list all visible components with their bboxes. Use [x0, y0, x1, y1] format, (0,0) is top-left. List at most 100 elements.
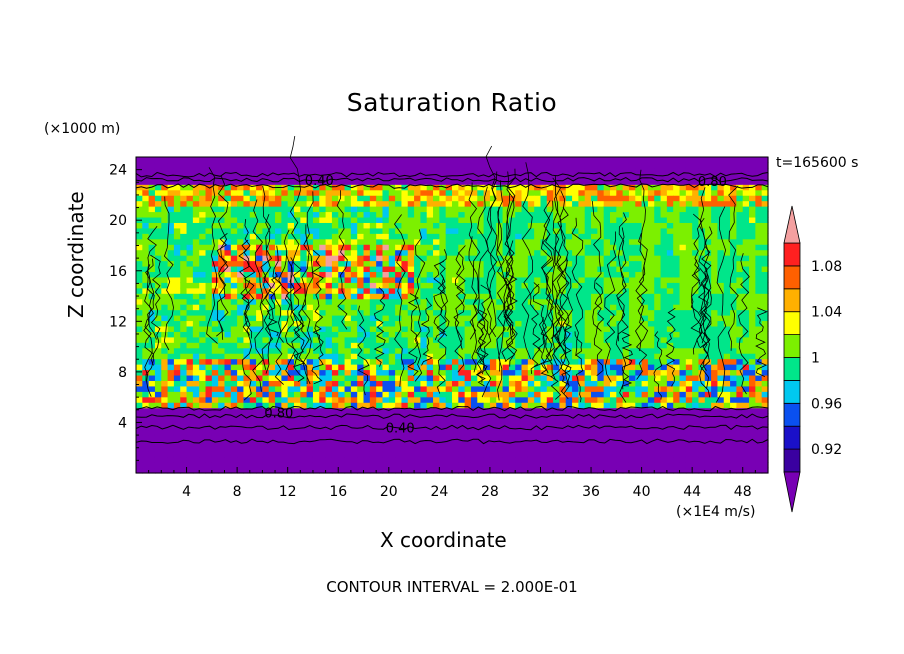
heatmap-cell	[477, 440, 485, 447]
heatmap-cell	[546, 276, 554, 283]
heatmap-cell	[319, 391, 327, 398]
heatmap-cell	[199, 369, 207, 376]
heatmap-cell	[268, 265, 276, 273]
heatmap-cell	[673, 184, 681, 191]
heatmap-cell	[483, 195, 491, 202]
heatmap-cell	[496, 423, 504, 431]
heatmap-cell	[534, 402, 542, 409]
heatmap-cell	[180, 380, 188, 387]
heatmap-cell	[237, 162, 245, 169]
heatmap-cell	[572, 456, 579, 463]
heatmap-cell	[572, 244, 579, 251]
heatmap-cell	[660, 407, 668, 414]
heatmap-cell	[230, 320, 238, 327]
heatmap-cell	[192, 407, 200, 414]
heatmap-cell	[388, 429, 396, 436]
heatmap-cell	[565, 402, 573, 409]
heatmap-cell	[192, 195, 200, 202]
heatmap-cell	[205, 451, 213, 458]
heatmap-cell	[344, 462, 352, 469]
heatmap-cell	[173, 364, 181, 371]
heatmap-cell	[243, 462, 251, 469]
heatmap-cell	[312, 211, 320, 218]
heatmap-cell	[654, 195, 662, 202]
heatmap-cell	[597, 195, 605, 202]
heatmap-cell	[382, 374, 390, 381]
heatmap-cell	[578, 467, 586, 474]
heatmap-cell	[578, 396, 586, 403]
heatmap-cell	[660, 347, 668, 354]
heatmap-cell	[515, 440, 523, 447]
heatmap-cell	[395, 385, 403, 392]
heatmap-cell	[224, 265, 232, 273]
heatmap-cell	[673, 331, 681, 338]
heatmap-cell	[173, 195, 181, 202]
heatmap-cell	[161, 304, 169, 311]
heatmap-cell	[287, 347, 295, 354]
heatmap-cell	[376, 445, 384, 452]
heatmap-cell	[224, 358, 232, 365]
heatmap-cell	[199, 282, 207, 289]
heatmap-cell	[546, 265, 554, 273]
heatmap-cell	[591, 342, 598, 349]
heatmap-cell	[635, 380, 643, 387]
heatmap-cell	[622, 315, 630, 322]
heatmap-cell	[376, 396, 384, 403]
heatmap-cell	[388, 222, 396, 229]
heatmap-cell	[527, 456, 535, 463]
heatmap-cell	[641, 380, 649, 387]
heatmap-cell	[395, 418, 403, 425]
heatmap-cell	[331, 227, 339, 234]
heatmap-cell	[426, 336, 434, 343]
heatmap-cell	[287, 385, 295, 392]
heatmap-cell	[331, 429, 339, 436]
heatmap-cell	[578, 358, 586, 365]
heatmap-cell	[319, 336, 327, 343]
heatmap-cell	[559, 353, 567, 360]
heatmap-cell	[622, 325, 630, 332]
heatmap-cell	[559, 222, 567, 229]
heatmap-cell	[527, 233, 535, 240]
heatmap-cell	[489, 222, 497, 229]
heatmap-cell	[578, 325, 586, 332]
heatmap-cell	[546, 385, 554, 392]
heatmap-cell	[344, 293, 352, 300]
heatmap-cell	[673, 200, 681, 207]
heatmap-cell	[559, 336, 567, 343]
heatmap-cell	[344, 396, 352, 403]
heatmap-cell	[243, 391, 251, 398]
heatmap-cell	[584, 233, 592, 240]
heatmap-cell	[395, 287, 403, 294]
heatmap-cell	[515, 238, 523, 245]
heatmap-cell	[180, 298, 188, 305]
heatmap-cell	[306, 331, 314, 338]
heatmap-cell	[218, 167, 226, 174]
heatmap-cell	[369, 364, 377, 371]
heatmap-cell	[464, 320, 472, 327]
heatmap-cell	[597, 391, 605, 398]
heatmap-cell	[237, 347, 245, 354]
heatmap-cell	[439, 260, 447, 267]
heatmap-cell	[262, 276, 270, 283]
heatmap-cell	[565, 200, 573, 207]
heatmap-cell	[401, 189, 409, 196]
heatmap-cell	[218, 222, 226, 229]
heatmap-cell	[578, 162, 586, 169]
heatmap-cell	[540, 178, 548, 185]
heatmap-cell	[458, 276, 466, 283]
heatmap-cell	[584, 429, 592, 436]
heatmap-cell	[161, 227, 169, 234]
heatmap-cell	[540, 211, 548, 218]
heatmap-cell	[325, 304, 333, 311]
heatmap-cell	[167, 233, 175, 240]
heatmap-cell	[414, 315, 421, 322]
heatmap-cell	[439, 391, 447, 398]
heatmap-cell	[641, 456, 649, 463]
heatmap-cell	[268, 244, 276, 251]
heatmap-cell	[647, 342, 655, 349]
heatmap-cell	[565, 227, 573, 234]
heatmap-cell	[433, 402, 440, 409]
heatmap-cell	[344, 451, 352, 458]
heatmap-cell	[249, 304, 257, 311]
heatmap-cell	[426, 407, 434, 414]
